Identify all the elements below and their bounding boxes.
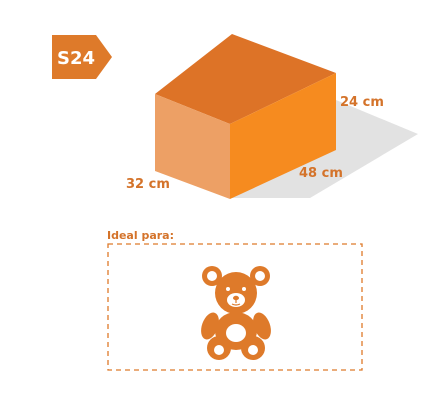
size-badge: S24 bbox=[52, 35, 112, 79]
dimension-length-label: 48 cm bbox=[299, 166, 343, 181]
dimension-depth-label: 32 cm bbox=[126, 177, 170, 192]
size-badge-label: S24 bbox=[57, 48, 95, 69]
ideal-heading: Ideal para: bbox=[107, 229, 174, 242]
teddy-bear-icon bbox=[198, 266, 275, 360]
dimension-height-label: 24 cm bbox=[340, 95, 384, 110]
box-illustration bbox=[155, 34, 418, 199]
